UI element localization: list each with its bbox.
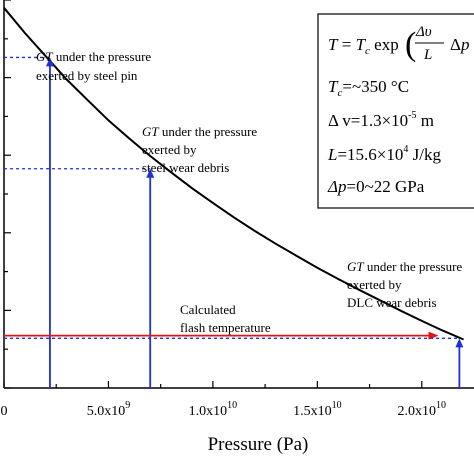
arrows (4, 57, 464, 388)
x-tick-label-4: 2.0x1010 (398, 400, 447, 419)
x-axis-label: Pressure (Pa) (208, 434, 309, 455)
formula-line-2: Tc=~350 °C (328, 77, 409, 99)
annotation-steel-pin-gt: GT (36, 49, 53, 64)
formula-line-5-text: =0~22 GPa (346, 177, 424, 196)
annotation-dlc-debris: GT under the pressure (347, 259, 462, 274)
y-ticks (4, 0, 11, 389)
formula-line-2-text: =~350 °C (342, 77, 409, 96)
annotation-steel-pin-rest: under the pressure (53, 49, 152, 64)
formula-eq: = (337, 35, 355, 54)
formula-line-2-sub: c (337, 87, 342, 99)
formula-line-4-var: L (327, 145, 337, 164)
formula-line-3: Δ v=1.3×10-5 m (328, 110, 434, 130)
formula-line-3-sup: -5 (408, 110, 416, 121)
arrowhead-dlc_debris (455, 338, 464, 348)
x-tick-label-1: 5.0x109 (87, 400, 131, 419)
formula-tc-sub: c (365, 45, 370, 57)
formula-denominator: L (423, 47, 432, 63)
arrowhead-steel_pin (45, 57, 54, 67)
formula-line-4-sup: 4 (403, 144, 408, 155)
annotation-dlc-debris-rest: under the pressure (364, 259, 463, 274)
annotation-steel-debris-rest: under the pressure (159, 124, 258, 139)
formula-tc: T (356, 35, 367, 54)
annotation-steel-debris-line3: steel wear debris (142, 160, 229, 175)
formula-left-paren: ( (405, 26, 416, 63)
x-tick-label-2: 1.0x1010 (189, 400, 238, 419)
formula-line-5-var: Δp (327, 177, 346, 196)
formula-p: p (460, 35, 470, 54)
annotation-dlc-debris-gt: GT (347, 259, 364, 274)
formula-box: T = Tc exp ( Δυ L Δp Tc=~350 °C Δ v=1.3×… (317, 13, 474, 209)
formula-line-3-unit: m (417, 111, 434, 130)
formula-line-4-unit: J/kg (408, 145, 441, 164)
arrowhead-steel_debris (146, 168, 155, 178)
annotation-dlc-debris-line2: exerted by (347, 277, 402, 292)
annotation-flash-line2: flash temperature (180, 320, 271, 335)
arrowhead-flash-temperature (428, 331, 439, 340)
formula-line-1: T = Tc exp (328, 35, 399, 57)
formula-t: T (328, 35, 339, 54)
annotation-steel-debris-gt: GT (142, 124, 159, 139)
series-line (3, 7, 464, 341)
annotation-steel-pin-line2: exerted by steel pin (36, 68, 138, 83)
formula-delta-p: Δp (450, 35, 469, 54)
formula-delta: Δ (450, 35, 461, 54)
annotation-dlc-debris-line3: DLC wear debris (347, 295, 437, 310)
annotation-steel-debris: GT under the pressure (142, 124, 257, 139)
formula-line-5: Δp=0~22 GPa (327, 177, 425, 196)
x-tick-label-3: 1.5x1010 (293, 400, 342, 419)
guide-lines (4, 56, 460, 339)
formula-box-frame (317, 13, 474, 209)
x-tick-label-0: 0 (1, 404, 8, 419)
formula-line-2-var: T (328, 77, 339, 96)
formula-line-4-text: =15.6×10 (337, 145, 403, 164)
annotation-steel-pin: GT under the pressure (36, 49, 151, 64)
formula-line-3-text: Δ v=1.3×10 (328, 111, 408, 130)
formula-exp: exp (370, 35, 399, 54)
formula-line-4: L=15.6×104 J/kg (327, 144, 441, 164)
x-ticks: 0 5.0x109 1.0x1010 1.5x1010 2.0x1010 (1, 381, 447, 419)
annotation-flash-line1: Calculated (180, 302, 236, 317)
annotation-steel-debris-line2: exerted by (142, 142, 197, 157)
formula-numerator: Δυ (415, 24, 432, 40)
